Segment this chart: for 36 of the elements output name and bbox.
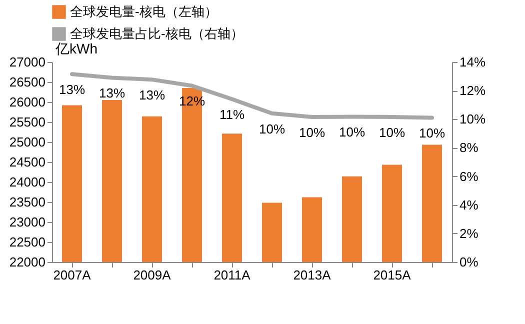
data-label: 10% [418, 126, 446, 141]
y-tick-label: 25000 [9, 134, 46, 150]
data-label: 13% [138, 88, 166, 103]
y-tick-label: 24000 [9, 174, 46, 190]
y-tick-label: 22500 [9, 234, 46, 250]
data-label: 13% [58, 82, 86, 98]
y-tick-label: 26500 [9, 74, 46, 90]
y-axis-title: 亿kWh [54, 40, 98, 56]
x-tick-label: 2007A [53, 268, 92, 282]
x-tick-label: 2009A [133, 268, 172, 282]
y-tick-label: 27000 [9, 54, 46, 70]
y-tick-label: 25500 [9, 114, 46, 130]
y2-tick-label: 8% [460, 140, 479, 156]
x-tick-label: 2013A [293, 268, 332, 282]
data-label: 13% [98, 86, 126, 101]
data-label: 10% [378, 125, 406, 140]
y-tick-label: 22000 [9, 254, 46, 270]
x-tick-label: 2015A [373, 268, 412, 282]
data-label: 10% [338, 124, 366, 140]
y2-tick-label: 12% [460, 83, 486, 98]
legend-label: 全球发电量占比-核电（右轴） [70, 26, 244, 41]
y2-tick-label: 0% [460, 254, 479, 270]
y2-tick-label: 14% [460, 54, 486, 70]
y2-tick-label: 4% [460, 197, 479, 212]
y2-tick-label: 6% [460, 168, 479, 184]
y-tick-label: 24500 [9, 154, 46, 170]
data-label: 10% [258, 121, 286, 136]
y-tick-label: 23500 [9, 194, 46, 210]
y2-tick-label: 10% [460, 112, 486, 127]
y2-tick-label: 2% [460, 226, 479, 241]
x-tick-label: 2011A [214, 268, 251, 282]
y-tick-label: 23000 [9, 214, 46, 230]
data-label: 10% [298, 125, 326, 140]
legend-label: 全球发电量-核电（左轴） [70, 4, 218, 19]
y-tick-label: 26000 [9, 94, 46, 110]
data-label: 11% [219, 107, 245, 122]
